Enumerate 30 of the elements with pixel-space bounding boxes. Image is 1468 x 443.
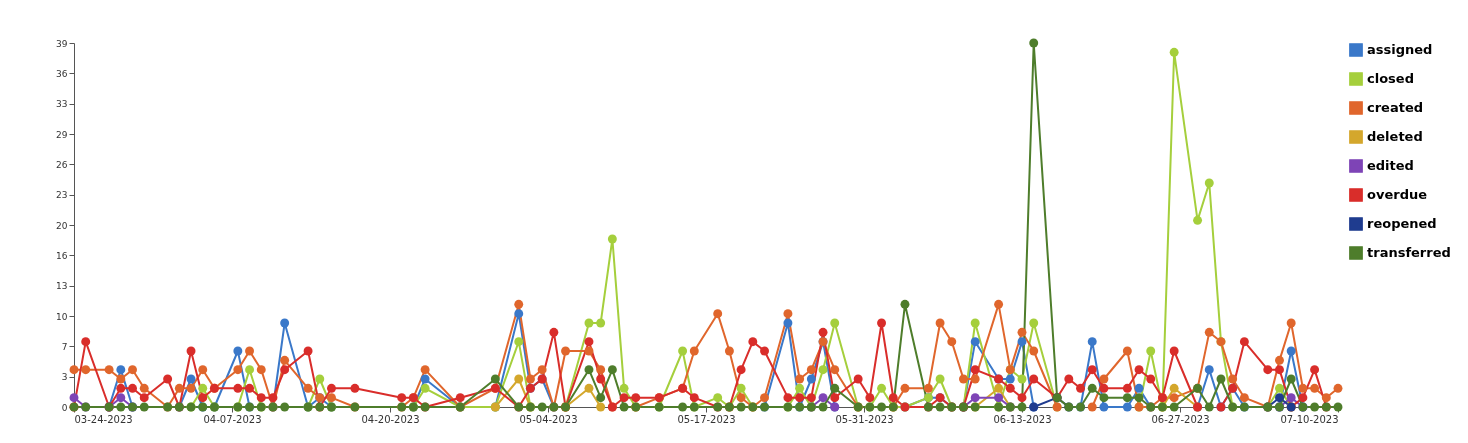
legend-label: closed	[1367, 71, 1414, 86]
legend-label: transferred	[1367, 245, 1451, 260]
legend-label: reopened	[1367, 216, 1437, 231]
y-tick-label: 23	[56, 190, 68, 201]
x-tick-label: 04-07-2023	[203, 413, 262, 425]
y-tick-label: 26	[56, 159, 68, 170]
x-tick-label: 07-10-2023	[1280, 413, 1339, 425]
legend-label: edited	[1367, 158, 1414, 173]
y-tick-label: 39	[56, 38, 68, 49]
y-tick-label: 0	[61, 402, 68, 413]
x-tick-label: 04-20-2023	[361, 413, 420, 425]
y-tick-label: 33	[56, 99, 68, 110]
y-tick-label: 16	[56, 250, 68, 261]
x-tick-label: 05-17-2023	[677, 413, 736, 425]
legend-label: created	[1367, 100, 1424, 115]
y-tick-label: 36	[56, 68, 68, 79]
x-tick-label: 05-04-2023	[519, 413, 578, 425]
y-tick-label: 29	[56, 129, 68, 140]
y-tick-label: 3	[61, 372, 68, 383]
x-tick-label: 05-31-2023	[835, 413, 894, 425]
y-tick-label: 13	[56, 281, 68, 292]
x-tick-label: 06-27-2023	[1151, 413, 1210, 425]
x-tick-label: 06-13-2023	[993, 413, 1052, 425]
legend-label: deleted	[1367, 129, 1423, 144]
x-tick-label: 03-24-2023	[74, 413, 133, 425]
legend-label: assigned	[1367, 42, 1433, 57]
legend-label: overdue	[1367, 187, 1428, 202]
y-tick-label: 10	[56, 311, 68, 322]
y-tick-label: 20	[56, 220, 68, 231]
y-tick-label: 7	[61, 341, 68, 352]
